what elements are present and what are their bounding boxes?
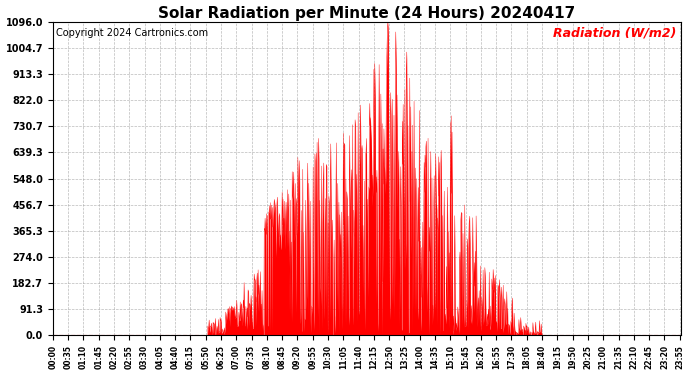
Title: Solar Radiation per Minute (24 Hours) 20240417: Solar Radiation per Minute (24 Hours) 20…: [159, 6, 575, 21]
Text: Copyright 2024 Cartronics.com: Copyright 2024 Cartronics.com: [56, 28, 208, 38]
Text: Radiation (W/m2): Radiation (W/m2): [553, 26, 676, 39]
